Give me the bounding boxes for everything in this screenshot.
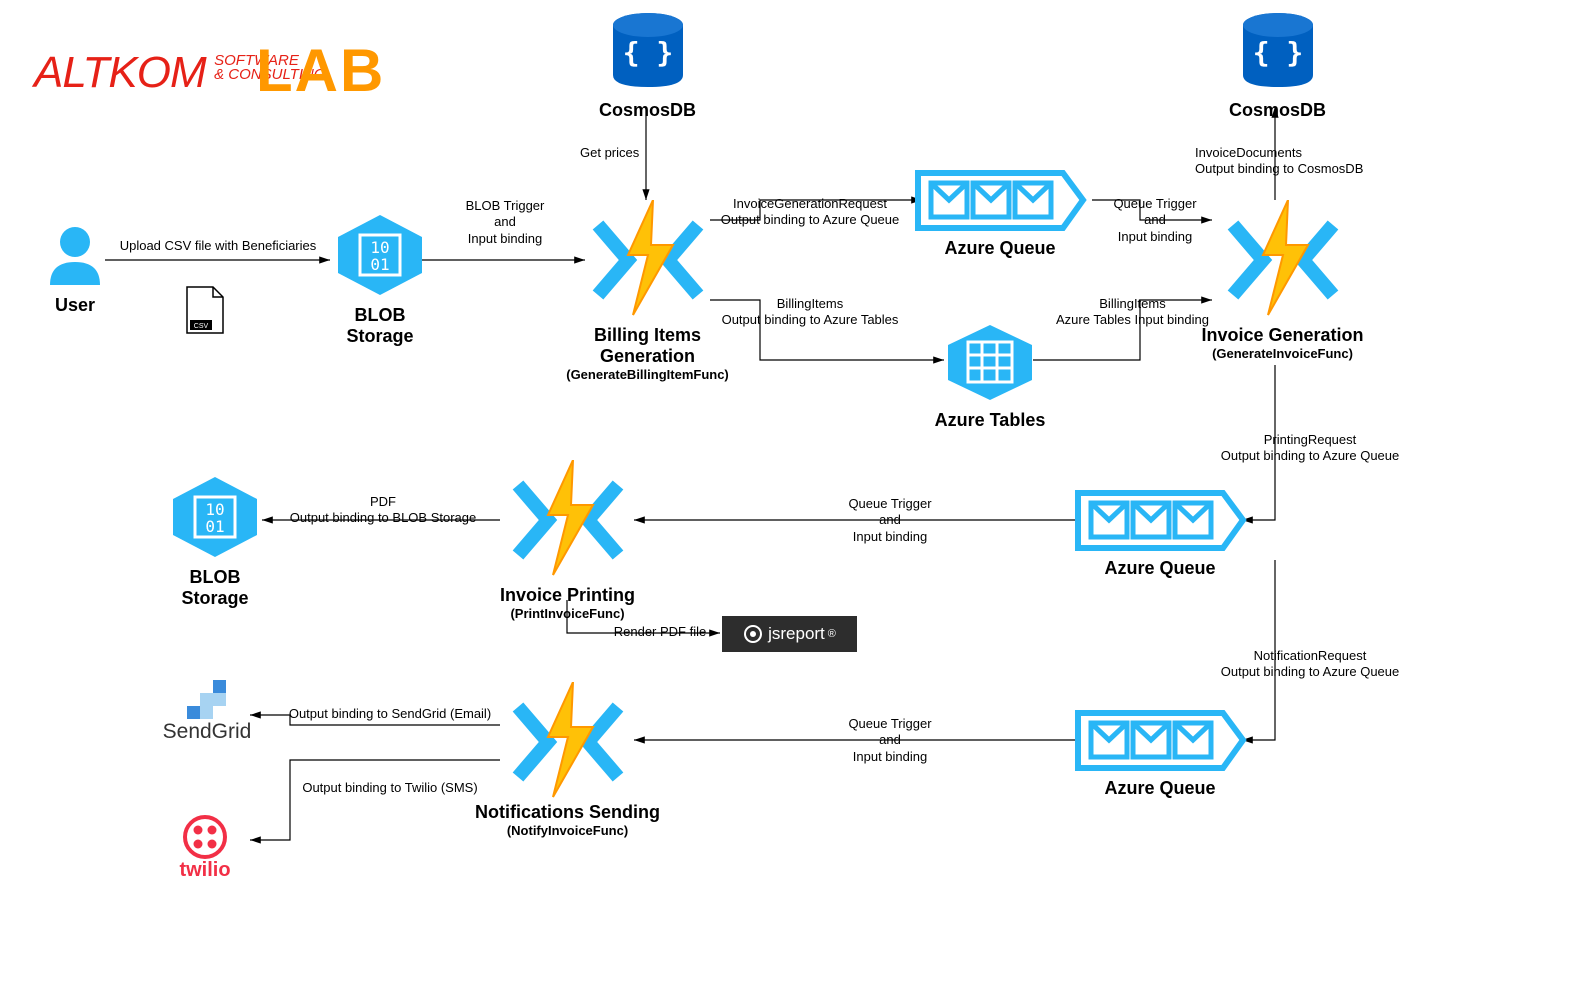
- edge-queue-invoice: Queue Trigger and Input binding: [1095, 196, 1215, 245]
- azure-function-icon: [503, 460, 633, 580]
- lab-logo: LAB: [256, 36, 385, 105]
- blob-hexagon-icon: 10 01: [165, 472, 265, 562]
- twilio-icon: [183, 815, 227, 859]
- tables-title: Azure Tables: [930, 410, 1050, 431]
- svg-text:{ }: { }: [622, 36, 673, 69]
- svg-text:01: 01: [205, 517, 224, 536]
- edge-print-jsreport: Render PDF file: [595, 624, 725, 640]
- fn-print: Invoice Printing (PrintInvoiceFunc): [480, 460, 655, 621]
- queue-icon: [1073, 488, 1248, 553]
- queue1-title: Azure Queue: [910, 238, 1090, 259]
- tables-hexagon-icon: [940, 320, 1040, 405]
- edge-tables-invoice: BillingItems Azure Tables Input binding: [1040, 296, 1225, 329]
- edge-user-blob: Upload CSV file with Beneficiaries: [108, 238, 328, 254]
- blob-storage-2: 10 01 BLOB Storage: [155, 472, 275, 609]
- user-node: User: [30, 220, 120, 316]
- edge-billing-tables: BillingItems Output binding to Azure Tab…: [700, 296, 920, 329]
- cosmosdb-2: { } CosmosDB: [1220, 10, 1335, 121]
- cosmosdb-icon: { }: [603, 10, 693, 95]
- azure-queue-1: Azure Queue: [910, 168, 1090, 259]
- edge-cosmos-billing: Get prices: [580, 145, 650, 161]
- queue-icon: [1073, 708, 1248, 773]
- fn-print-title: Invoice Printing: [480, 585, 655, 606]
- fn-invoice: Invoice Generation (GenerateInvoiceFunc): [1195, 200, 1370, 361]
- blob-hexagon-icon: 10 01: [330, 210, 430, 300]
- azure-function-icon: [503, 682, 633, 802]
- fn-invoice-subtitle: (GenerateInvoiceFunc): [1195, 346, 1370, 361]
- fn-billing-title: Billing Items Generation: [555, 325, 740, 367]
- user-title: User: [30, 295, 120, 316]
- azure-tables: Azure Tables: [930, 320, 1050, 431]
- cosmosdb-1: { } CosmosDB: [590, 10, 705, 121]
- fn-print-subtitle: (PrintInvoiceFunc): [480, 606, 655, 621]
- queue-icon: [913, 168, 1088, 233]
- user-icon: [40, 220, 110, 290]
- azure-queue-2: Azure Queue: [1070, 488, 1250, 579]
- jsreport-label: jsreport: [768, 624, 825, 644]
- edge-queue2-queue3: NotificationRequest Output binding to Az…: [1200, 648, 1420, 681]
- cosmosdb-icon: { }: [1233, 10, 1323, 95]
- jsreport-icon: [743, 624, 763, 644]
- fn-notify-title: Notifications Sending: [455, 802, 680, 823]
- edge-cosmos-invoice: InvoiceDocuments Output binding to Cosmo…: [1195, 145, 1405, 178]
- edge-billing-queue: InvoiceGenerationRequest Output binding …: [700, 196, 920, 229]
- azure-queue-3: Azure Queue: [1070, 708, 1250, 799]
- edge-queue2-print: Queue Trigger and Input binding: [820, 496, 960, 545]
- cosmos2-title: CosmosDB: [1220, 100, 1335, 121]
- azure-function-icon: [583, 200, 713, 320]
- fn-notify-subtitle: (NotifyInvoiceFunc): [455, 823, 680, 838]
- twilio-node: twilio: [160, 815, 250, 882]
- blob1-title: BLOB Storage: [320, 305, 440, 347]
- azure-function-icon: [1218, 200, 1348, 320]
- sendgrid-label: SendGrid: [152, 720, 262, 744]
- edge-notify-sendgrid: Output binding to SendGrid (Email): [280, 706, 500, 722]
- edge-blob-billing: BLOB Trigger and Input binding: [435, 198, 575, 247]
- edge-queue3-notify: Queue Trigger and Input binding: [820, 716, 960, 765]
- edge-print-blob: PDF Output binding to BLOB Storage: [278, 494, 488, 527]
- cosmos1-title: CosmosDB: [590, 100, 705, 121]
- svg-text:01: 01: [370, 255, 389, 274]
- sendgrid-node: SendGrid: [152, 680, 262, 744]
- blob2-title: BLOB Storage: [155, 567, 275, 609]
- csv-file-icon: CSV: [185, 285, 225, 340]
- queue3-title: Azure Queue: [1070, 778, 1250, 799]
- queue2-title: Azure Queue: [1070, 558, 1250, 579]
- twilio-label: twilio: [160, 859, 250, 882]
- sendgrid-icon: [187, 680, 227, 720]
- fn-billing-subtitle: (GenerateBillingItemFunc): [555, 367, 740, 382]
- blob-storage-1: 10 01 BLOB Storage: [320, 210, 440, 347]
- jsreport-node: jsreport ®: [722, 616, 857, 652]
- edge-invoice-queue2: PrintingRequest Output binding to Azure …: [1200, 432, 1420, 465]
- svg-text:{ }: { }: [1252, 36, 1303, 69]
- edge-notify-twilio: Output binding to Twilio (SMS): [280, 780, 500, 796]
- svg-text:CSV: CSV: [194, 323, 209, 330]
